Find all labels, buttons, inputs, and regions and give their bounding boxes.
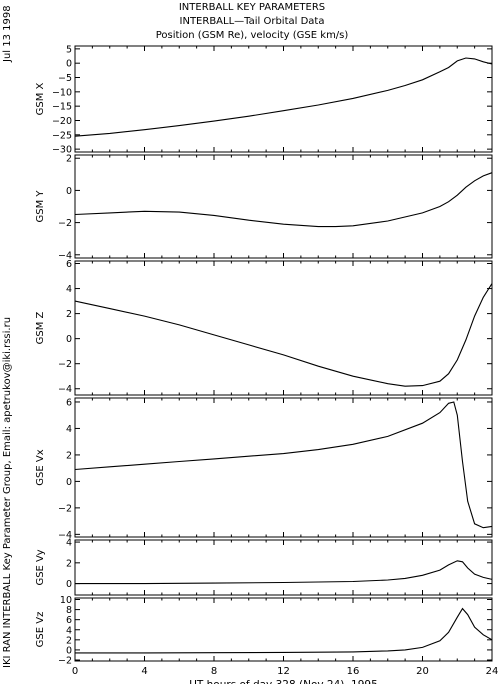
y-axis-label: GSM Y <box>35 190 46 223</box>
y-tick-label: 0 <box>66 334 72 345</box>
panel-frame <box>74 45 493 153</box>
panel-5: 4 2 0 GSE Vy <box>35 538 493 596</box>
panel-1: 5 0 −5 −10 −15 −20 −25 −30 GSM X <box>35 44 493 156</box>
y-axis-label: GSE Vx <box>35 449 46 485</box>
y-tick-label: −2 <box>58 218 72 229</box>
panel-2: 2 0 −2 −4 GSM Y <box>35 154 493 261</box>
y-tick-label: −15 <box>52 102 72 113</box>
y-tick-label: −30 <box>52 145 72 156</box>
y-tick-label: 6 <box>66 397 72 408</box>
y-axis-label: GSM X <box>35 82 46 115</box>
y-axis-label: GSM Z <box>35 311 46 344</box>
y-tick-label: 2 <box>66 450 72 461</box>
y-tick-label: 2 <box>66 635 72 646</box>
chart-subtitle-2: Position (GSM Re), velocity (GSE km/s) <box>155 30 349 41</box>
y-tick-label: −20 <box>52 116 72 127</box>
y-tick-label: 6 <box>66 259 72 270</box>
x-tick-label: 16 <box>347 666 360 677</box>
y-tick-label: 4 <box>66 538 72 549</box>
series-line-gse-vy <box>75 560 493 585</box>
y-tick-label: 4 <box>66 284 72 295</box>
y-axis-label: GSE Vy <box>35 549 46 585</box>
y-axis-label: GSE Vz <box>35 612 46 648</box>
y-tick-label: −2 <box>58 503 72 514</box>
x-tick-label: 0 <box>72 666 78 677</box>
panel-frame <box>74 260 493 396</box>
chart-subtitle: INTERBALL—Tail Orbital Data <box>179 16 325 27</box>
series-line-gsm-x <box>74 57 493 137</box>
x-tick-label: 12 <box>277 666 290 677</box>
y-tick-label: 10 <box>60 595 72 606</box>
y-tick-label: −2 <box>58 359 72 370</box>
x-tick-label: 20 <box>416 666 429 677</box>
y-tick-label: 0 <box>66 477 72 488</box>
panel-3: 6 4 2 0 −2 −4 GSM Z <box>35 259 493 396</box>
series-line-gsm-y <box>74 172 493 228</box>
y-tick-label: −4 <box>58 250 72 261</box>
y-tick-label: 0 <box>66 645 72 656</box>
chart-title: INTERBALL KEY PARAMETERS <box>178 2 326 13</box>
series-line-gse-vz <box>75 607 493 654</box>
y-tick-label: 2 <box>66 154 72 165</box>
y-tick-label: −5 <box>58 73 72 84</box>
y-tick-label: −25 <box>52 130 72 141</box>
x-tick-label: 4 <box>141 666 147 677</box>
panel-4: 6 4 2 0 −2 −4 GSE Vx <box>35 397 493 541</box>
y-tick-label: 4 <box>66 625 72 636</box>
y-tick-label: 5 <box>66 44 72 55</box>
x-tick-label: 24 <box>486 666 499 677</box>
y-tick-label: 2 <box>66 309 72 320</box>
y-tick-label: 0 <box>66 186 72 197</box>
y-tick-label: −4 <box>58 530 72 541</box>
panel-frame <box>74 154 493 259</box>
y-tick-label: −10 <box>52 87 72 98</box>
panel-frame <box>74 539 493 596</box>
y-tick-label: −4 <box>58 384 72 395</box>
y-tick-label: 4 <box>66 424 72 435</box>
y-tick-label: −2 <box>58 655 72 666</box>
series-line-gsm-z <box>74 283 493 387</box>
y-tick-label: 6 <box>66 615 72 626</box>
y-tick-label: 0 <box>66 579 72 590</box>
y-tick-label: 8 <box>66 605 72 616</box>
series-line-gse-vx <box>74 401 493 529</box>
panel-frame <box>74 597 493 662</box>
x-axis-label: UT hours of day 328 (Nov 24), 1995 <box>189 679 378 684</box>
x-tick-label: 8 <box>211 666 217 677</box>
y-tick-label: 0 <box>66 59 72 70</box>
y-tick-label: 2 <box>66 558 72 569</box>
